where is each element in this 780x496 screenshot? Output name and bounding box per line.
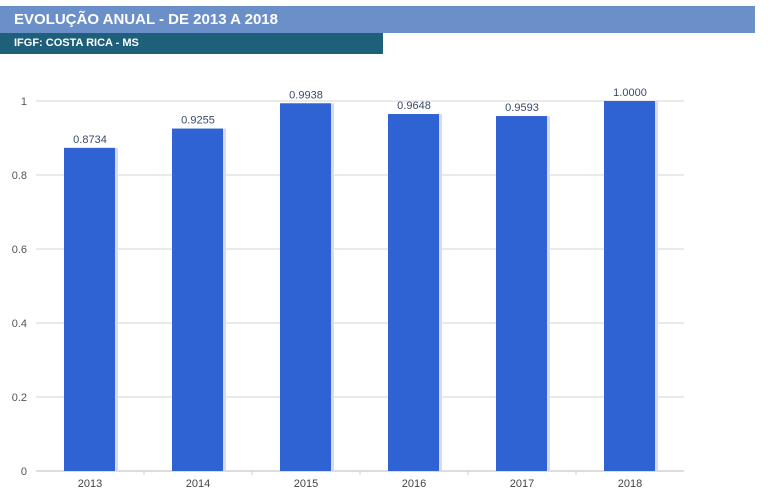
y-tick-label: 0.2 <box>12 392 27 404</box>
x-tick-label: 2014 <box>186 478 210 490</box>
x-tick-label: 2017 <box>510 478 534 490</box>
data-label: 0.9938 <box>289 89 323 101</box>
bar <box>604 101 655 471</box>
y-tick-label: 0 <box>21 466 27 478</box>
y-tick-label: 0.6 <box>12 244 27 256</box>
data-label: 0.8734 <box>73 134 107 146</box>
data-label: 0.9648 <box>397 100 431 112</box>
y-tick-label: 1 <box>21 96 27 108</box>
bar <box>496 116 547 472</box>
y-tick-label: 0.8 <box>12 170 27 182</box>
data-label: 0.9593 <box>505 102 539 114</box>
chart-subtitle-bar: IFGF: COSTA RICA - MS <box>0 33 383 54</box>
bar <box>64 147 115 472</box>
x-tick-label: 2013 <box>78 478 102 490</box>
data-label: 1.0000 <box>613 87 647 99</box>
bar <box>280 103 331 471</box>
y-tick-label: 0.4 <box>12 318 27 330</box>
x-tick-label: 2016 <box>402 478 426 490</box>
chart-subtitle: IFGF: COSTA RICA - MS <box>14 37 139 49</box>
x-tick-label: 2015 <box>294 478 318 490</box>
bar <box>172 128 223 471</box>
chart-title: EVOLUÇÃO ANUAL - DE 2013 A 2018 <box>14 11 278 28</box>
x-tick-label: 2018 <box>618 478 642 490</box>
chart-title-bar: EVOLUÇÃO ANUAL - DE 2013 A 2018 <box>0 6 755 33</box>
data-label: 0.9255 <box>181 115 215 127</box>
bar <box>388 114 439 472</box>
